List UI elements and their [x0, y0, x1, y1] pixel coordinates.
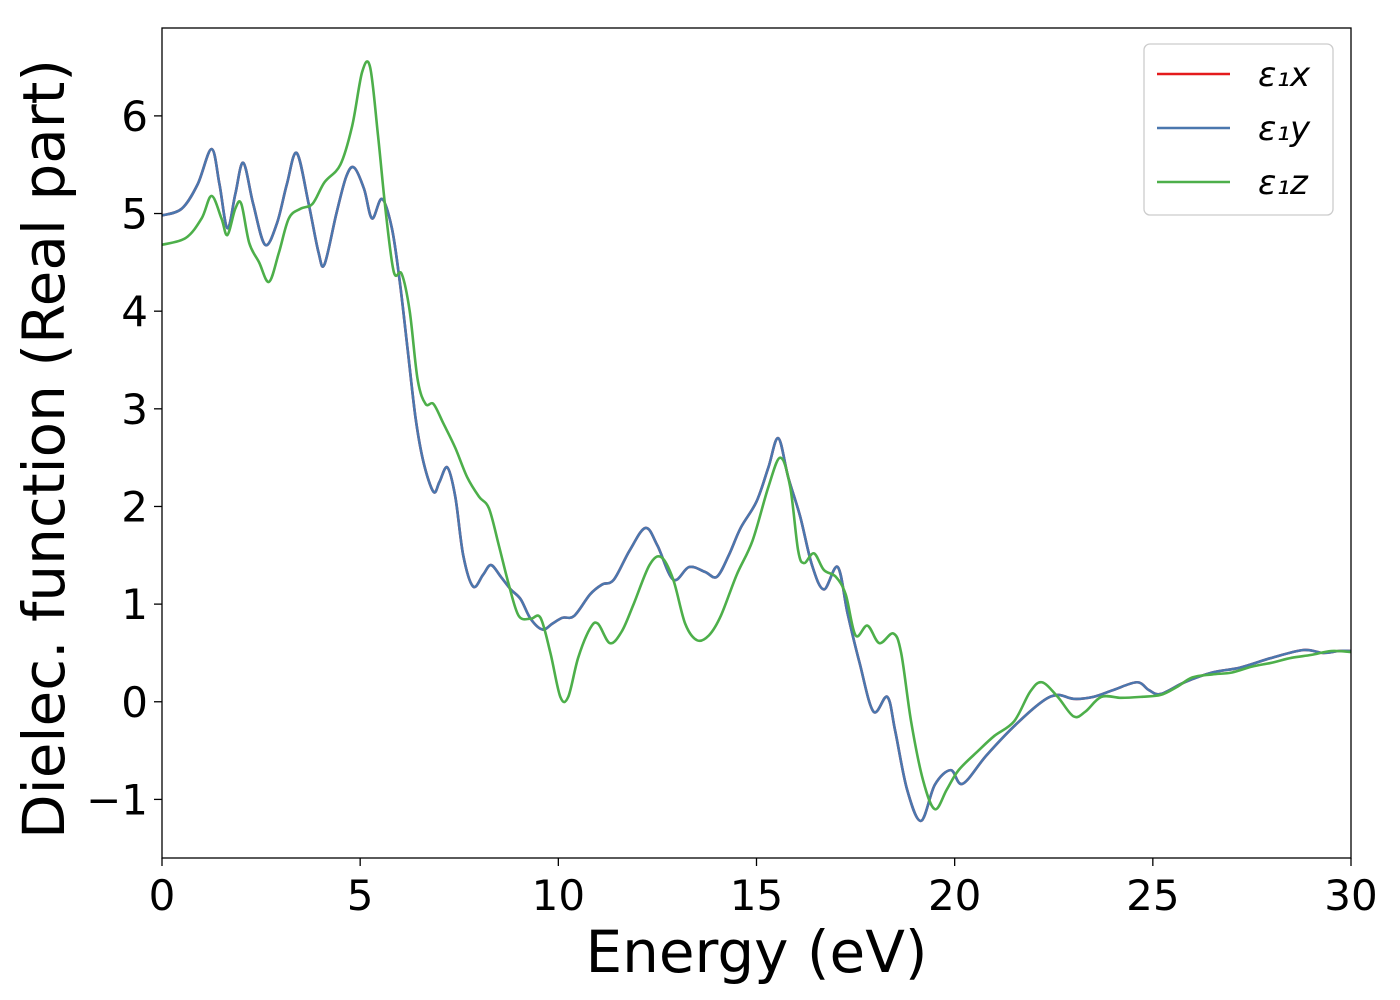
series-line-3	[162, 60, 1351, 811]
legend-label: ε₁z	[1258, 163, 1309, 203]
y-axis: −1 0 1 2 3 4 5 6	[86, 92, 162, 824]
x-tick-label: 15	[730, 871, 783, 920]
y-tick-label: 0	[121, 678, 148, 727]
y-tick-label: 2	[121, 482, 148, 531]
y-tick-label: −1	[86, 775, 148, 824]
legend-box	[1143, 43, 1334, 216]
legend-label: ε₁x	[1258, 55, 1311, 95]
series-line-1	[162, 147, 1351, 823]
x-tick-label: 20	[928, 871, 981, 920]
legend-label: ε₁y	[1258, 109, 1311, 149]
y-tick-label: 6	[121, 92, 148, 141]
x-tick-label: 5	[347, 871, 374, 920]
y-tick-label: 4	[121, 287, 148, 336]
x-axis: 0 5 10 15 20 25 30	[149, 858, 1378, 920]
series-line-2	[162, 147, 1351, 823]
y-tick-label: 3	[121, 385, 148, 434]
x-tick-label: 0	[149, 871, 176, 920]
x-tick-label: 30	[1324, 871, 1377, 920]
legend: ε₁x ε₁y ε₁z	[1143, 43, 1334, 216]
x-axis-label: Energy (eV)	[585, 918, 927, 986]
y-axis-label: Dielec. function (Real part)	[10, 59, 78, 839]
x-tick-label: 10	[532, 871, 585, 920]
y-tick-label: 1	[121, 580, 148, 629]
y-tick-label: 5	[121, 190, 148, 239]
x-tick-label: 25	[1126, 871, 1179, 920]
plot-lines	[162, 60, 1351, 823]
